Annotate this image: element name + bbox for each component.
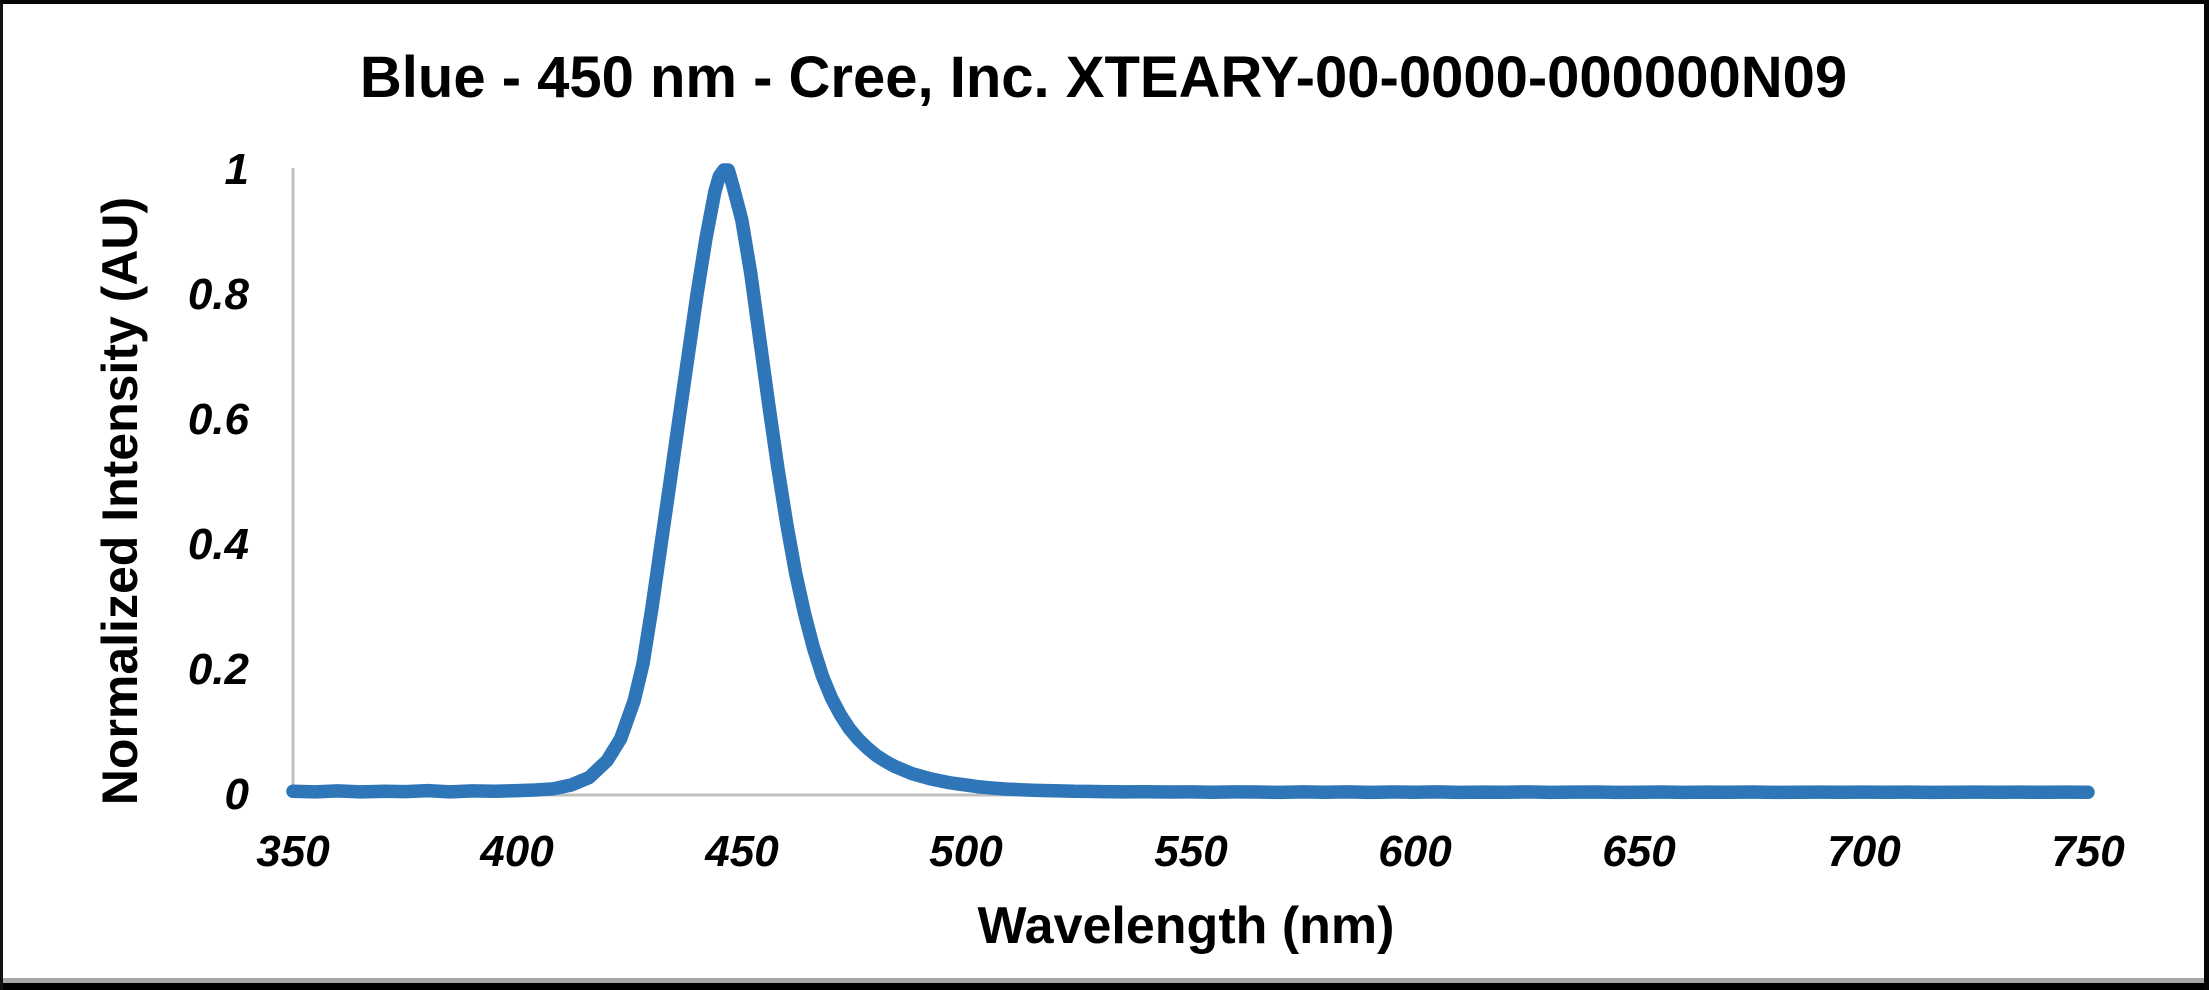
y-tick-label: 0.2 — [187, 645, 249, 694]
x-axis-title: Wavelength (nm) — [977, 897, 1395, 955]
x-tick-label: 400 — [480, 827, 554, 876]
x-tick-label: 750 — [2051, 827, 2125, 876]
x-tick-label: 450 — [705, 827, 779, 876]
x-tick-label: 650 — [1602, 827, 1676, 876]
x-tick-label: 350 — [256, 827, 330, 876]
y-tick-label: 0.6 — [187, 395, 249, 444]
x-tick-label: 500 — [929, 827, 1003, 876]
x-tick-label: 600 — [1378, 827, 1452, 876]
y-tick-label: 0 — [224, 770, 249, 819]
spectrum-line — [286, 163, 2095, 800]
series-group — [286, 163, 2095, 800]
y-tick-label: 1 — [224, 145, 249, 194]
y-tick-label: 0.4 — [187, 520, 249, 569]
frame-bottom-border — [3, 983, 2204, 990]
chart-title: Blue - 450 nm - Cree, Inc. XTEARY-00-000… — [359, 45, 1848, 110]
spectrum-plot — [286, 163, 2095, 800]
x-tick-label: 550 — [1154, 827, 1228, 876]
x-tick-label: 700 — [1827, 827, 1901, 876]
y-tick-label: 0.8 — [187, 270, 249, 319]
frame-bottom-shadow — [3, 978, 2204, 983]
